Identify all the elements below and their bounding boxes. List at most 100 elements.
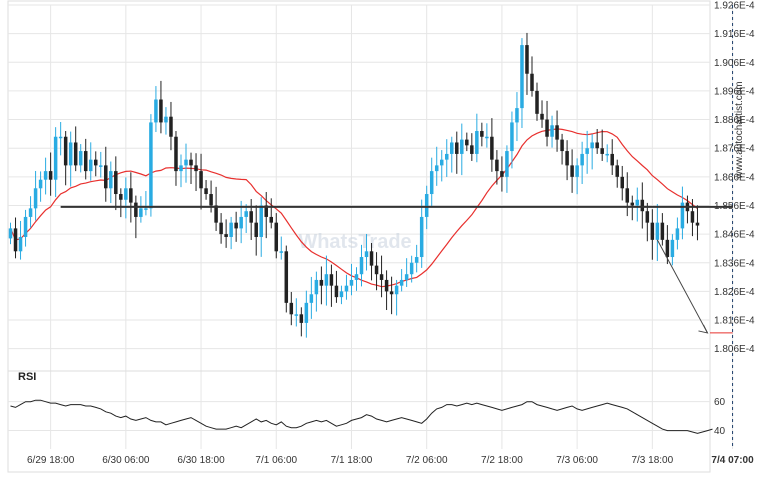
candle-up [244,211,248,217]
price-tick-label: 1.886E-4 [714,115,755,126]
candle-up [304,302,309,323]
rsi-panel: RSI 60 40 [8,371,726,437]
rsi-tick-label: 40 [714,426,726,437]
candle-down [389,291,394,295]
candle-up [53,136,58,180]
price-tick-label: 1.916E-4 [714,29,755,40]
candle-down [625,188,630,203]
candle-down [249,211,253,223]
candle-down [63,136,68,166]
candle-down [545,119,549,137]
candle-up [675,228,680,240]
time-tick-label: 7/2 06:00 [406,455,448,466]
price-tick-label: 1.896E-4 [714,86,755,97]
candle-down [334,285,339,298]
candle-down [114,171,118,195]
candle-up [179,165,183,172]
candle-down [289,302,294,315]
candle-down [104,165,108,189]
price-tick-label: 1.816E-4 [714,316,755,327]
time-tick-label: 6/30 18:00 [177,455,225,466]
candle-up [670,239,675,258]
candle-up [404,274,409,280]
candle-down [134,202,138,217]
candle-up [505,151,509,177]
candle-up [279,251,284,253]
price-tick-label: 1.906E-4 [714,58,755,69]
candle-down [219,222,223,235]
candle-down [560,139,564,152]
price-tick-label: 1.806E-4 [714,344,755,355]
candle-down [13,228,18,252]
candle-down [455,142,459,154]
candle-down [610,153,614,166]
time-tick-label: 7/1 06:00 [255,455,297,466]
candle-up [339,291,344,298]
candle-down [645,211,650,223]
candle-up [164,116,168,123]
candle-up [324,274,329,286]
candle-up [450,142,454,154]
candle-down [214,205,218,223]
moving-average [9,128,698,288]
candle-down [480,131,484,137]
price-tick-label: 1.876E-4 [714,144,755,155]
candle-up [144,208,148,210]
candle-down [695,222,700,226]
candle-up [239,216,243,229]
candle-down [535,90,539,114]
candle-up [58,136,63,139]
candle-up [124,188,128,200]
watermark-logo: WhatsTrade [298,231,411,253]
candle-down [264,205,268,217]
candle-down [129,188,133,203]
candle-down [319,279,324,286]
candle-up [605,153,609,156]
candle-up [515,108,519,123]
candle-down [530,73,534,91]
price-tick-label: 1.866E-4 [714,172,755,183]
candlesticks [8,32,700,338]
candle-up [635,199,640,206]
candle-up [43,171,48,180]
candle-up [354,274,359,280]
candle-down [470,145,474,154]
watermark-vertical-text: www.autochartist.com [734,81,745,179]
candle-down [374,265,379,275]
candle-down [495,159,499,172]
time-tick-label: 6/30 06:00 [102,455,150,466]
level-lines [60,5,734,449]
rsi-line [10,399,713,434]
candle-up [414,257,419,263]
candle-down [194,165,198,172]
candle-up [184,159,188,166]
candle-up [18,236,23,252]
candle-up [33,188,38,209]
candle-up [655,222,660,240]
candle-up [475,131,479,154]
candle-down [284,251,289,303]
price-tick-label: 1.856E-4 [714,201,755,212]
candle-up [229,222,233,237]
candle-up [429,171,434,195]
watermark-logo-text: WhatsTrade [298,231,411,253]
time-tick-label: 6/29 18:00 [27,455,75,466]
candle-up [68,142,73,166]
candle-up [359,257,364,275]
candle-down [379,274,384,280]
candle-down [299,314,304,323]
candle-down [83,151,88,172]
candle-up [510,122,514,152]
candle-up [444,153,449,160]
candle-down [209,194,213,206]
time-tick-label: 7/2 18:00 [481,455,523,466]
candle-up [550,125,554,137]
candle-up [154,99,158,123]
candle-down [620,176,625,189]
candle-down [540,113,544,120]
rsi-tick-label: 60 [714,397,726,408]
candle-up [580,153,584,166]
candle-down [600,148,604,154]
candle-up [424,194,429,217]
